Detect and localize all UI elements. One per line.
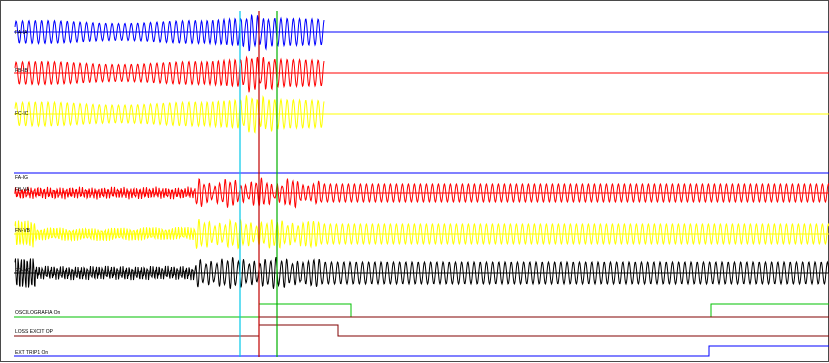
channel-label-fb-va: FB-VA (15, 187, 30, 193)
digital-trace-ext-trip (14, 345, 829, 357)
channel-labels: FA-IA FB-IB FC-IC FA-IG FB-VA FN-VB FD-V… (15, 30, 61, 356)
channel-label-fc-ic: FC-IC (15, 111, 29, 117)
waveform-fb-va (14, 177, 829, 209)
waveform-fc-ic (14, 94, 325, 134)
waveform-fd-vc (14, 256, 829, 290)
waveform-fa-ia (14, 13, 325, 52)
waveform-fn-vb (14, 218, 829, 250)
digital-label-osc: OSCILOGRAFIA On (15, 310, 61, 316)
channel-label-fd-vc: FD-VC (15, 268, 31, 274)
channel-label-fa-ia: FA-IA (15, 30, 28, 36)
time-cursors[interactable] (239, 11, 278, 357)
digital-label-loss-excit: LOSS EXCIT OP (15, 329, 54, 335)
digital-trace-osc (14, 303, 829, 318)
waveform-fb-ib (14, 55, 325, 93)
digital-label-ext-trip: EXT TRIP1 On (15, 350, 48, 356)
channel-label-fn-vb: FN-VB (15, 228, 31, 234)
channel-label-fa-ig: FA-IG (15, 175, 28, 181)
digital-trace-loss-excit (14, 324, 829, 337)
channel-label-fb-ib: FB-IB (15, 68, 28, 74)
digital-traces (14, 303, 829, 357)
waveforms (14, 13, 829, 290)
